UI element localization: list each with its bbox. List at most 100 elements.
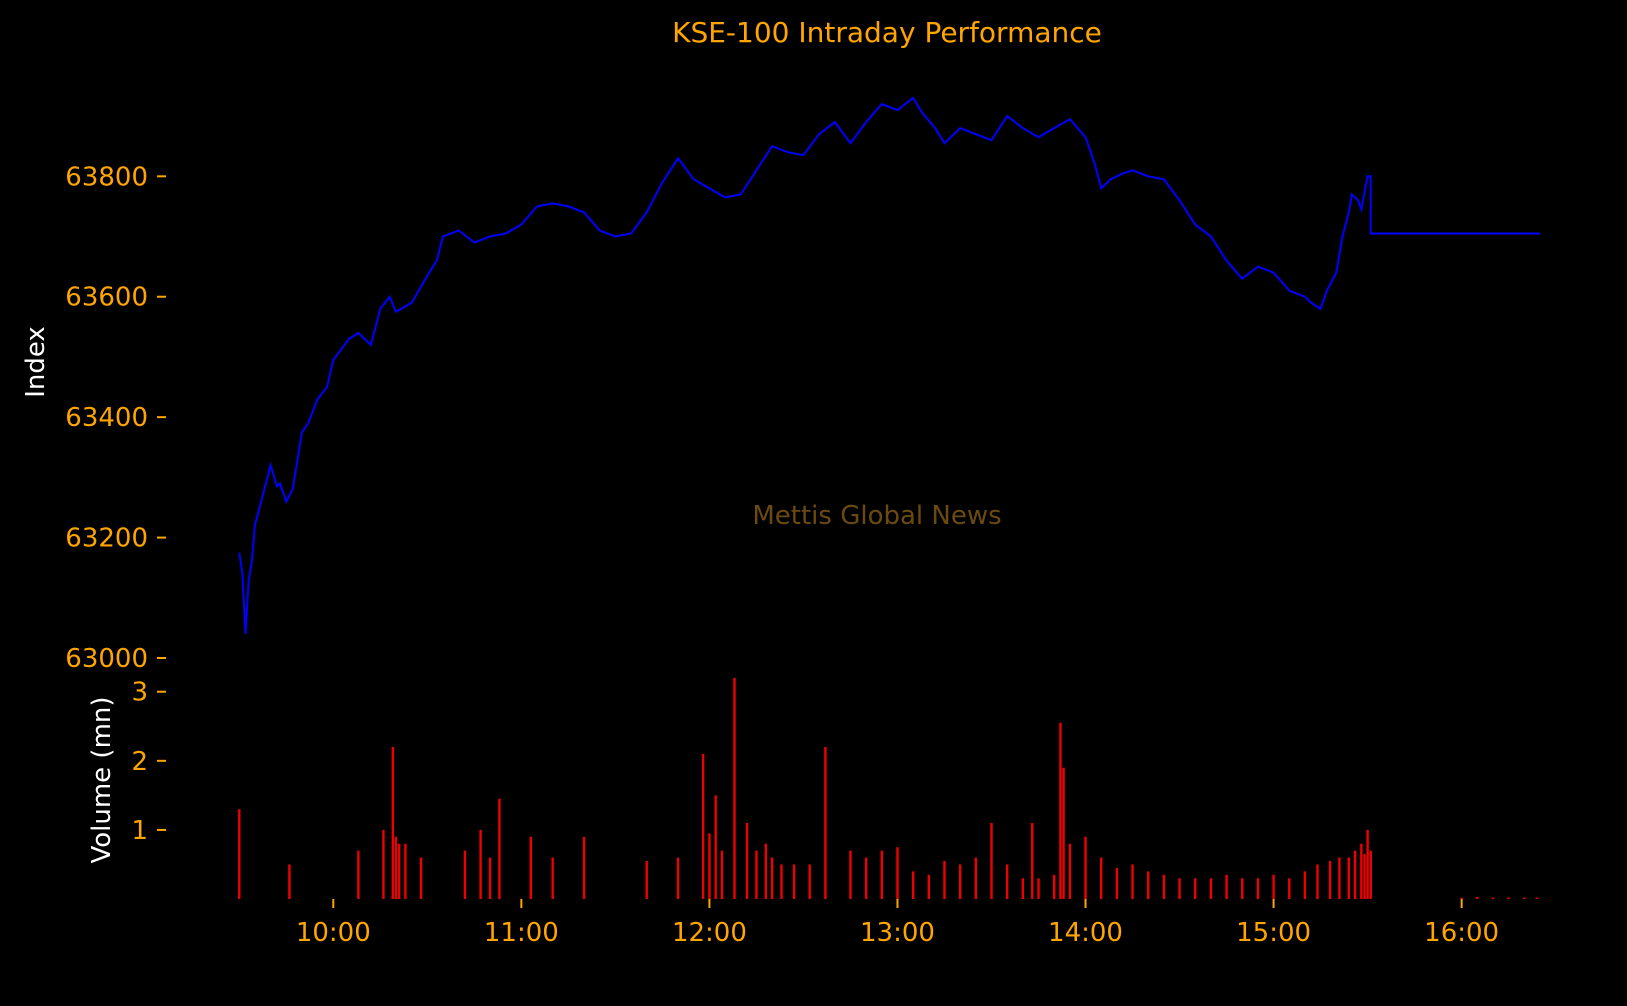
time-tick-label: 11:00 (484, 918, 559, 948)
volume-bar (1507, 897, 1510, 899)
volume-bar (1162, 874, 1166, 899)
index-series-line (238, 96, 1540, 634)
volume-bar (382, 829, 385, 899)
volume-bar (1288, 878, 1291, 899)
volume-bar (911, 871, 915, 899)
volume-bar (708, 833, 711, 899)
volume-bar (974, 857, 978, 899)
volume-bar (1052, 874, 1056, 899)
volume-bar (1068, 843, 1072, 899)
volume-y-axis: 1 2 3 (131, 678, 166, 846)
volume-bar (1353, 850, 1357, 899)
volume-axis-label: Volume (mn) (87, 696, 117, 863)
index-y-axis: 63000 63200 63400 63600 63800 (65, 162, 166, 674)
index-tick-label: 63800 (65, 162, 148, 192)
volume-bar (288, 864, 291, 899)
volume-bar (770, 857, 774, 899)
volume-bar (1523, 897, 1526, 899)
volume-bar (1037, 878, 1040, 899)
index-tick-label: 63600 (65, 283, 148, 313)
volume-bar (1316, 864, 1319, 899)
volume-bar (1178, 878, 1181, 899)
volume-bar (1131, 864, 1134, 899)
volume-bar (1363, 854, 1366, 899)
volume-bar (1031, 823, 1034, 899)
volume-tick-label: 1 (131, 816, 148, 846)
volume-bar (1360, 843, 1363, 899)
volume-bar (1328, 861, 1332, 899)
volume-bar (927, 874, 931, 899)
volume-bar (824, 747, 827, 899)
index-tick-label: 63000 (65, 644, 148, 674)
volume-bar (391, 747, 395, 899)
volume-bar (1005, 864, 1009, 899)
volume-bar (958, 864, 962, 899)
volume-bar (943, 861, 946, 899)
volume-bars (238, 677, 1539, 899)
index-tick-label: 63400 (65, 403, 148, 433)
volume-bar (733, 677, 736, 899)
volume-bar (792, 864, 796, 899)
volume-bar (1535, 897, 1539, 899)
volume-bar (1209, 878, 1213, 899)
volume-bar (764, 843, 768, 899)
time-tick-label: 10:00 (296, 918, 371, 948)
volume-bar (1369, 850, 1372, 899)
volume-bar (463, 850, 467, 899)
watermark-text: Mettis Global News (752, 501, 1001, 531)
volume-bar (404, 843, 407, 899)
volume-bar (864, 857, 868, 899)
volume-bar (880, 850, 883, 899)
volume-bar (1272, 874, 1275, 899)
volume-bar (1084, 836, 1087, 899)
volume-bar (551, 857, 554, 899)
volume-bar (1115, 867, 1119, 899)
volume-bar (1366, 829, 1369, 899)
volume-bar (701, 753, 705, 899)
volume-bar (1303, 871, 1307, 899)
volume-bar (1347, 857, 1351, 899)
time-tick-label: 13:00 (860, 918, 935, 948)
volume-bar (896, 847, 899, 899)
index-axis-label: Index (21, 326, 51, 398)
volume-bar (1021, 878, 1025, 899)
volume-bar (849, 850, 852, 899)
volume-bar (479, 829, 482, 899)
volume-bar (1256, 878, 1260, 899)
volume-bar (238, 809, 241, 899)
volume-bar (1476, 896, 1479, 899)
time-x-axis: 10:00 11:00 12:00 13:00 14:00 15:00 16:00 (296, 899, 1499, 948)
volume-tick-label: 2 (131, 747, 148, 777)
volume-bar (808, 864, 811, 899)
index-tick-label: 63200 (65, 524, 148, 554)
volume-bar (397, 843, 401, 899)
volume-bar (394, 836, 398, 899)
time-tick-label: 16:00 (1424, 918, 1499, 948)
volume-bar (1099, 857, 1103, 899)
volume-bar (419, 857, 423, 899)
volume-bar (1241, 878, 1244, 899)
volume-bar (720, 850, 724, 899)
volume-tick-label: 3 (131, 678, 148, 708)
volume-bar (1147, 871, 1150, 899)
volume-bar (676, 857, 680, 899)
volume-bar (357, 850, 360, 899)
volume-bar (1225, 874, 1228, 899)
volume-bar (582, 836, 586, 899)
volume-bar (498, 798, 501, 899)
volume-bar (990, 823, 993, 899)
volume-bar (755, 850, 758, 899)
volume-bar (780, 864, 783, 899)
volume-bar (488, 857, 492, 899)
volume-bar (529, 836, 532, 899)
volume-bar (745, 823, 749, 899)
volume-bar (1338, 857, 1341, 899)
time-tick-label: 12:00 (672, 918, 747, 948)
volume-bar (1491, 897, 1495, 899)
volume-bar (645, 861, 648, 899)
volume-bar (714, 795, 717, 899)
time-tick-label: 14:00 (1048, 918, 1123, 948)
volume-bar (1062, 767, 1065, 899)
volume-bar (1194, 878, 1197, 899)
